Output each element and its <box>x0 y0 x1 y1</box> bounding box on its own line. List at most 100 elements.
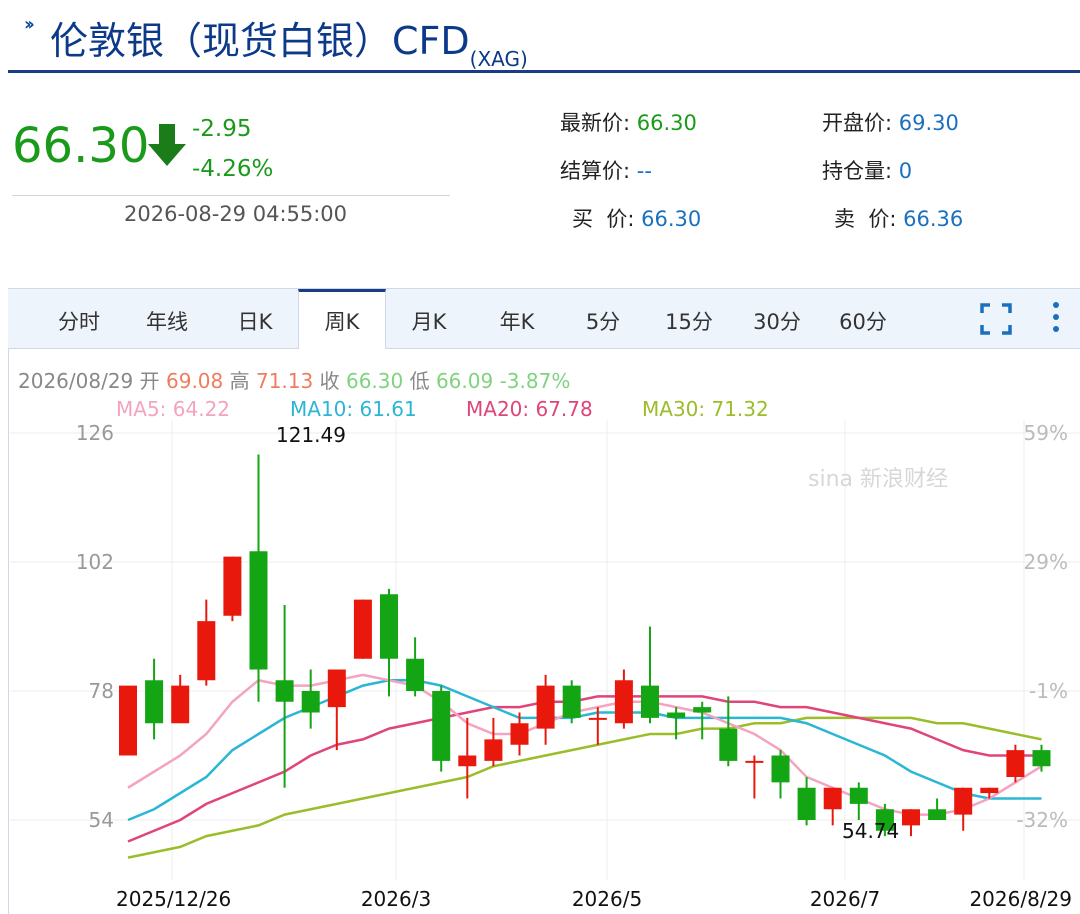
candle-body <box>510 723 529 745</box>
low-label: 低 <box>409 369 430 393</box>
open-label: 开盘价: <box>822 111 893 135</box>
candle-date: 2026/08/29 <box>18 369 134 393</box>
x-tick-label: 2025/12/26 <box>116 887 231 911</box>
tab-5min[interactable]: 5分 <box>585 310 621 334</box>
pct-tick-label: -1% <box>1029 679 1068 703</box>
candle-body <box>928 809 947 820</box>
tab-year-line[interactable]: 年线 <box>146 310 188 334</box>
price-change: -2.95 <box>192 116 252 142</box>
candle-body <box>275 680 294 702</box>
candle-open: 69.08 <box>166 369 224 393</box>
candle-body <box>432 691 451 761</box>
fullscreen-icon[interactable] <box>980 303 1012 335</box>
candle-body <box>353 599 372 659</box>
tab-daily-k[interactable]: 日K <box>237 310 273 334</box>
candle-body <box>119 685 137 756</box>
high-label: 高 <box>229 369 250 393</box>
tab-monthly-k[interactable]: 月K <box>411 310 447 334</box>
candle-body <box>562 685 581 718</box>
candle-body <box>797 787 816 820</box>
ask-label: 卖 价: <box>834 207 897 231</box>
position-label: 持仓量: <box>822 159 893 183</box>
open-value: 69.30 <box>898 111 959 135</box>
ma10-line <box>127 679 1042 822</box>
ma20-legend: MA20: 67.78 <box>466 397 593 421</box>
ma20-line <box>127 695 1042 843</box>
x-tick-label: 2026/5 <box>572 887 642 911</box>
current-price: 66.30 <box>12 118 150 174</box>
close-label: 收 <box>319 369 340 393</box>
tab-yearly-k[interactable]: 年K <box>499 310 535 334</box>
candle-body <box>875 809 894 831</box>
candle-close: 66.30 <box>345 369 404 393</box>
x-tick-label: 2026/7 <box>810 887 880 911</box>
y-tick-label: 102 <box>76 550 114 574</box>
pct-tick-label: 29% <box>1024 550 1068 574</box>
candle-body <box>223 556 242 616</box>
page-title: 伦敦银（现货白银）CFD(XAG) <box>50 19 528 71</box>
chart-tabs: 分时 年线 日K 周K 月K 年K 5分 15分 30分 60分 <box>8 289 1080 349</box>
ma30-legend: MA30: 71.32 <box>642 397 769 421</box>
candle-body <box>301 691 320 713</box>
ma5-line <box>127 673 1043 816</box>
candle-body <box>458 755 477 767</box>
candlestick-chart[interactable]: sina 新浪财经 126 102 78 54 59% 29% -1% -32% 121.49 54… <box>0 420 1080 914</box>
tab-60min[interactable]: 60分 <box>839 310 887 334</box>
bid-label: 买 价: <box>572 207 635 231</box>
down-arrow-icon <box>148 124 186 166</box>
candle-body <box>484 739 503 761</box>
candle-high: 71.13 <box>255 369 314 393</box>
title-underline <box>8 70 1080 73</box>
candle-body <box>823 787 842 810</box>
more-vertical-icon[interactable] <box>1048 300 1064 336</box>
settle-label: 结算价: <box>560 159 631 183</box>
candle-body <box>171 685 190 724</box>
candle-body <box>145 680 164 724</box>
settle-value: -- <box>636 159 652 183</box>
tab-weekly-k[interactable]: 周K <box>298 289 386 349</box>
ask-price-field: 卖 价: 66.36 <box>834 203 963 233</box>
open-interest-field: 持仓量: 0 <box>822 155 912 185</box>
settle-price-field: 结算价: -- <box>560 155 652 185</box>
candle-info: 2026/08/29 开 69.08 高 71.13 收 66.30 低 66.… <box>18 365 570 394</box>
y-tick-label: 78 <box>89 679 114 703</box>
y-tick-label: 126 <box>76 421 114 445</box>
watermark-text: sina 新浪财经 <box>808 467 948 492</box>
candle-body <box>980 787 999 794</box>
chevron-right-icon: ›› <box>24 14 35 35</box>
candle-body <box>745 760 764 763</box>
candle-body <box>849 787 868 804</box>
title-bar: ›› 伦敦银（现货白银）CFD(XAG) <box>0 0 1080 74</box>
candle-body <box>249 551 268 670</box>
x-tick-label: 2026/3 <box>361 887 431 911</box>
max-price-label: 121.49 <box>276 423 346 447</box>
page-subtitle: (XAG) <box>469 47 528 71</box>
pct-tick-label: 59% <box>1024 421 1068 445</box>
candle-body <box>693 707 712 713</box>
y-tick-label: 54 <box>89 808 114 832</box>
candle-pct: -3.87% <box>499 369 571 393</box>
candle-body <box>327 669 346 708</box>
quote-timestamp: 2026-08-29 04:55:00 <box>124 202 348 226</box>
open-label: 开 <box>139 369 160 393</box>
bid-price-field: 买 价: 66.30 <box>572 203 701 233</box>
position-value: 0 <box>898 159 913 183</box>
open-price-field: 开盘价: 69.30 <box>822 107 959 137</box>
divider <box>12 195 450 196</box>
candle-body <box>1006 750 1025 777</box>
tab-15min[interactable]: 15分 <box>665 310 713 334</box>
candle-body <box>902 809 920 826</box>
ma5-legend: MA5: 64.22 <box>116 397 231 421</box>
ma30-line <box>127 716 1042 859</box>
candle-body <box>588 717 607 720</box>
candle-body <box>641 685 659 718</box>
price-change-pct: -4.26% <box>192 156 274 182</box>
pct-tick-label: -32% <box>1016 808 1068 832</box>
tab-timeshare[interactable]: 分时 <box>58 310 100 334</box>
tab-30min[interactable]: 30分 <box>753 310 801 334</box>
bid-value: 66.30 <box>641 207 702 231</box>
candle-body <box>771 755 790 783</box>
candle-body <box>1032 750 1051 767</box>
candle-body <box>719 728 738 761</box>
min-price-label: 54.74 <box>842 819 899 843</box>
